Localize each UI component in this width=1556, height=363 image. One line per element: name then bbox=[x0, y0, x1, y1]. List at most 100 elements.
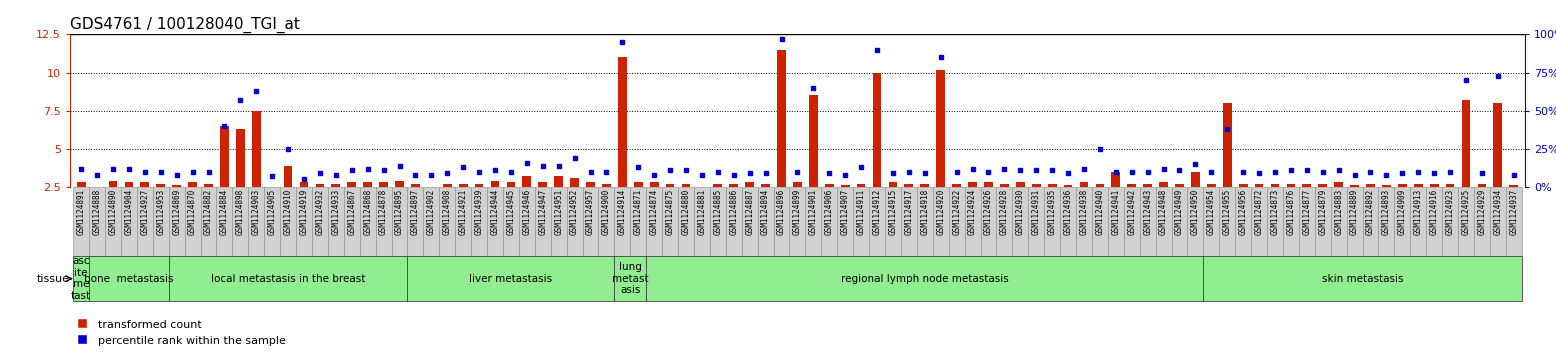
Bar bbox=[475, 184, 484, 187]
FancyBboxPatch shape bbox=[89, 256, 168, 301]
Bar bbox=[633, 182, 643, 187]
Bar bbox=[283, 166, 293, 187]
FancyBboxPatch shape bbox=[1092, 187, 1108, 256]
Bar bbox=[825, 184, 834, 187]
FancyBboxPatch shape bbox=[1172, 187, 1187, 256]
Text: GSM1124950: GSM1124950 bbox=[1190, 189, 1200, 235]
FancyBboxPatch shape bbox=[1346, 187, 1363, 256]
Text: GSM1124906: GSM1124906 bbox=[825, 189, 834, 235]
Bar bbox=[1302, 184, 1312, 187]
FancyBboxPatch shape bbox=[1251, 187, 1267, 256]
Bar bbox=[76, 182, 86, 187]
FancyBboxPatch shape bbox=[1394, 187, 1410, 256]
Text: GSM1124907: GSM1124907 bbox=[840, 189, 850, 235]
FancyBboxPatch shape bbox=[185, 187, 201, 256]
FancyBboxPatch shape bbox=[1379, 187, 1394, 256]
FancyBboxPatch shape bbox=[408, 256, 615, 301]
Text: GSM1124957: GSM1124957 bbox=[587, 189, 594, 235]
FancyBboxPatch shape bbox=[1029, 187, 1044, 256]
FancyBboxPatch shape bbox=[646, 256, 1203, 301]
Bar bbox=[140, 182, 149, 187]
FancyBboxPatch shape bbox=[822, 187, 837, 256]
Bar bbox=[1128, 184, 1136, 187]
Text: GSM1124942: GSM1124942 bbox=[1127, 189, 1136, 235]
FancyBboxPatch shape bbox=[615, 187, 630, 256]
Text: GSM1124929: GSM1124929 bbox=[1477, 189, 1486, 235]
Text: skin metastasis: skin metastasis bbox=[1321, 274, 1404, 284]
Text: GSM1124886: GSM1124886 bbox=[730, 189, 738, 235]
Bar bbox=[316, 184, 324, 187]
Text: GSM1124946: GSM1124946 bbox=[523, 189, 531, 235]
FancyBboxPatch shape bbox=[89, 187, 106, 256]
Bar bbox=[761, 184, 770, 187]
Bar bbox=[109, 181, 117, 187]
FancyBboxPatch shape bbox=[1203, 256, 1522, 301]
Text: GSM1124955: GSM1124955 bbox=[1223, 189, 1232, 235]
Bar bbox=[857, 184, 865, 187]
FancyBboxPatch shape bbox=[168, 256, 408, 301]
Bar bbox=[411, 184, 420, 187]
FancyBboxPatch shape bbox=[566, 187, 582, 256]
FancyBboxPatch shape bbox=[535, 187, 551, 256]
Text: GSM1124897: GSM1124897 bbox=[411, 189, 420, 235]
FancyBboxPatch shape bbox=[439, 187, 456, 256]
Text: GSM1124922: GSM1124922 bbox=[952, 189, 962, 235]
Bar bbox=[1064, 185, 1072, 187]
FancyBboxPatch shape bbox=[265, 187, 280, 256]
Text: GSM1124939: GSM1124939 bbox=[475, 189, 484, 235]
Bar bbox=[1001, 184, 1008, 187]
Bar bbox=[1509, 185, 1519, 187]
Text: GSM1124911: GSM1124911 bbox=[857, 189, 865, 235]
Text: GSM1124941: GSM1124941 bbox=[1111, 189, 1120, 235]
Text: GSM1124909: GSM1124909 bbox=[1397, 189, 1407, 235]
Text: GSM1124912: GSM1124912 bbox=[873, 189, 882, 235]
FancyBboxPatch shape bbox=[916, 187, 932, 256]
Bar bbox=[809, 95, 818, 187]
Bar bbox=[1287, 184, 1295, 187]
FancyBboxPatch shape bbox=[1123, 187, 1139, 256]
FancyBboxPatch shape bbox=[1410, 187, 1427, 256]
FancyBboxPatch shape bbox=[1506, 187, 1522, 256]
Bar bbox=[745, 182, 755, 187]
Bar bbox=[523, 176, 531, 187]
Bar bbox=[1430, 184, 1439, 187]
FancyBboxPatch shape bbox=[1187, 187, 1203, 256]
Bar bbox=[1382, 185, 1391, 187]
Bar bbox=[1207, 184, 1215, 187]
Bar bbox=[1271, 184, 1279, 187]
FancyBboxPatch shape bbox=[694, 187, 710, 256]
FancyBboxPatch shape bbox=[870, 187, 885, 256]
Text: GSM1124871: GSM1124871 bbox=[633, 189, 643, 235]
Bar bbox=[1254, 184, 1263, 187]
Text: GSM1124868: GSM1124868 bbox=[363, 189, 372, 235]
Bar bbox=[904, 184, 913, 187]
FancyBboxPatch shape bbox=[630, 187, 646, 256]
Text: GSM1124876: GSM1124876 bbox=[1287, 189, 1296, 235]
Text: GSM1124914: GSM1124914 bbox=[618, 189, 627, 235]
Bar bbox=[1351, 185, 1358, 187]
Bar bbox=[921, 184, 929, 187]
Bar bbox=[1318, 184, 1327, 187]
Text: GSM1124918: GSM1124918 bbox=[920, 189, 929, 235]
Text: GSM1124921: GSM1124921 bbox=[459, 189, 468, 235]
FancyBboxPatch shape bbox=[137, 187, 152, 256]
Bar bbox=[1414, 184, 1422, 187]
Text: GSM1124896: GSM1124896 bbox=[776, 189, 786, 235]
Bar bbox=[1333, 182, 1343, 187]
FancyBboxPatch shape bbox=[663, 187, 678, 256]
FancyBboxPatch shape bbox=[232, 187, 249, 256]
FancyBboxPatch shape bbox=[965, 187, 980, 256]
Bar bbox=[538, 182, 548, 187]
Text: GSM1124947: GSM1124947 bbox=[538, 189, 548, 235]
FancyBboxPatch shape bbox=[932, 187, 949, 256]
Bar bbox=[363, 182, 372, 187]
Text: GSM1124919: GSM1124919 bbox=[299, 189, 308, 235]
Text: GSM1124935: GSM1124935 bbox=[1047, 189, 1057, 235]
FancyBboxPatch shape bbox=[1489, 187, 1506, 256]
Text: GDS4761 / 100128040_TGI_at: GDS4761 / 100128040_TGI_at bbox=[70, 17, 300, 33]
Text: GSM1124904: GSM1124904 bbox=[124, 189, 134, 235]
FancyBboxPatch shape bbox=[901, 187, 916, 256]
Text: GSM1124945: GSM1124945 bbox=[506, 189, 515, 235]
Bar bbox=[1047, 184, 1057, 187]
Text: GSM1124875: GSM1124875 bbox=[666, 189, 675, 235]
